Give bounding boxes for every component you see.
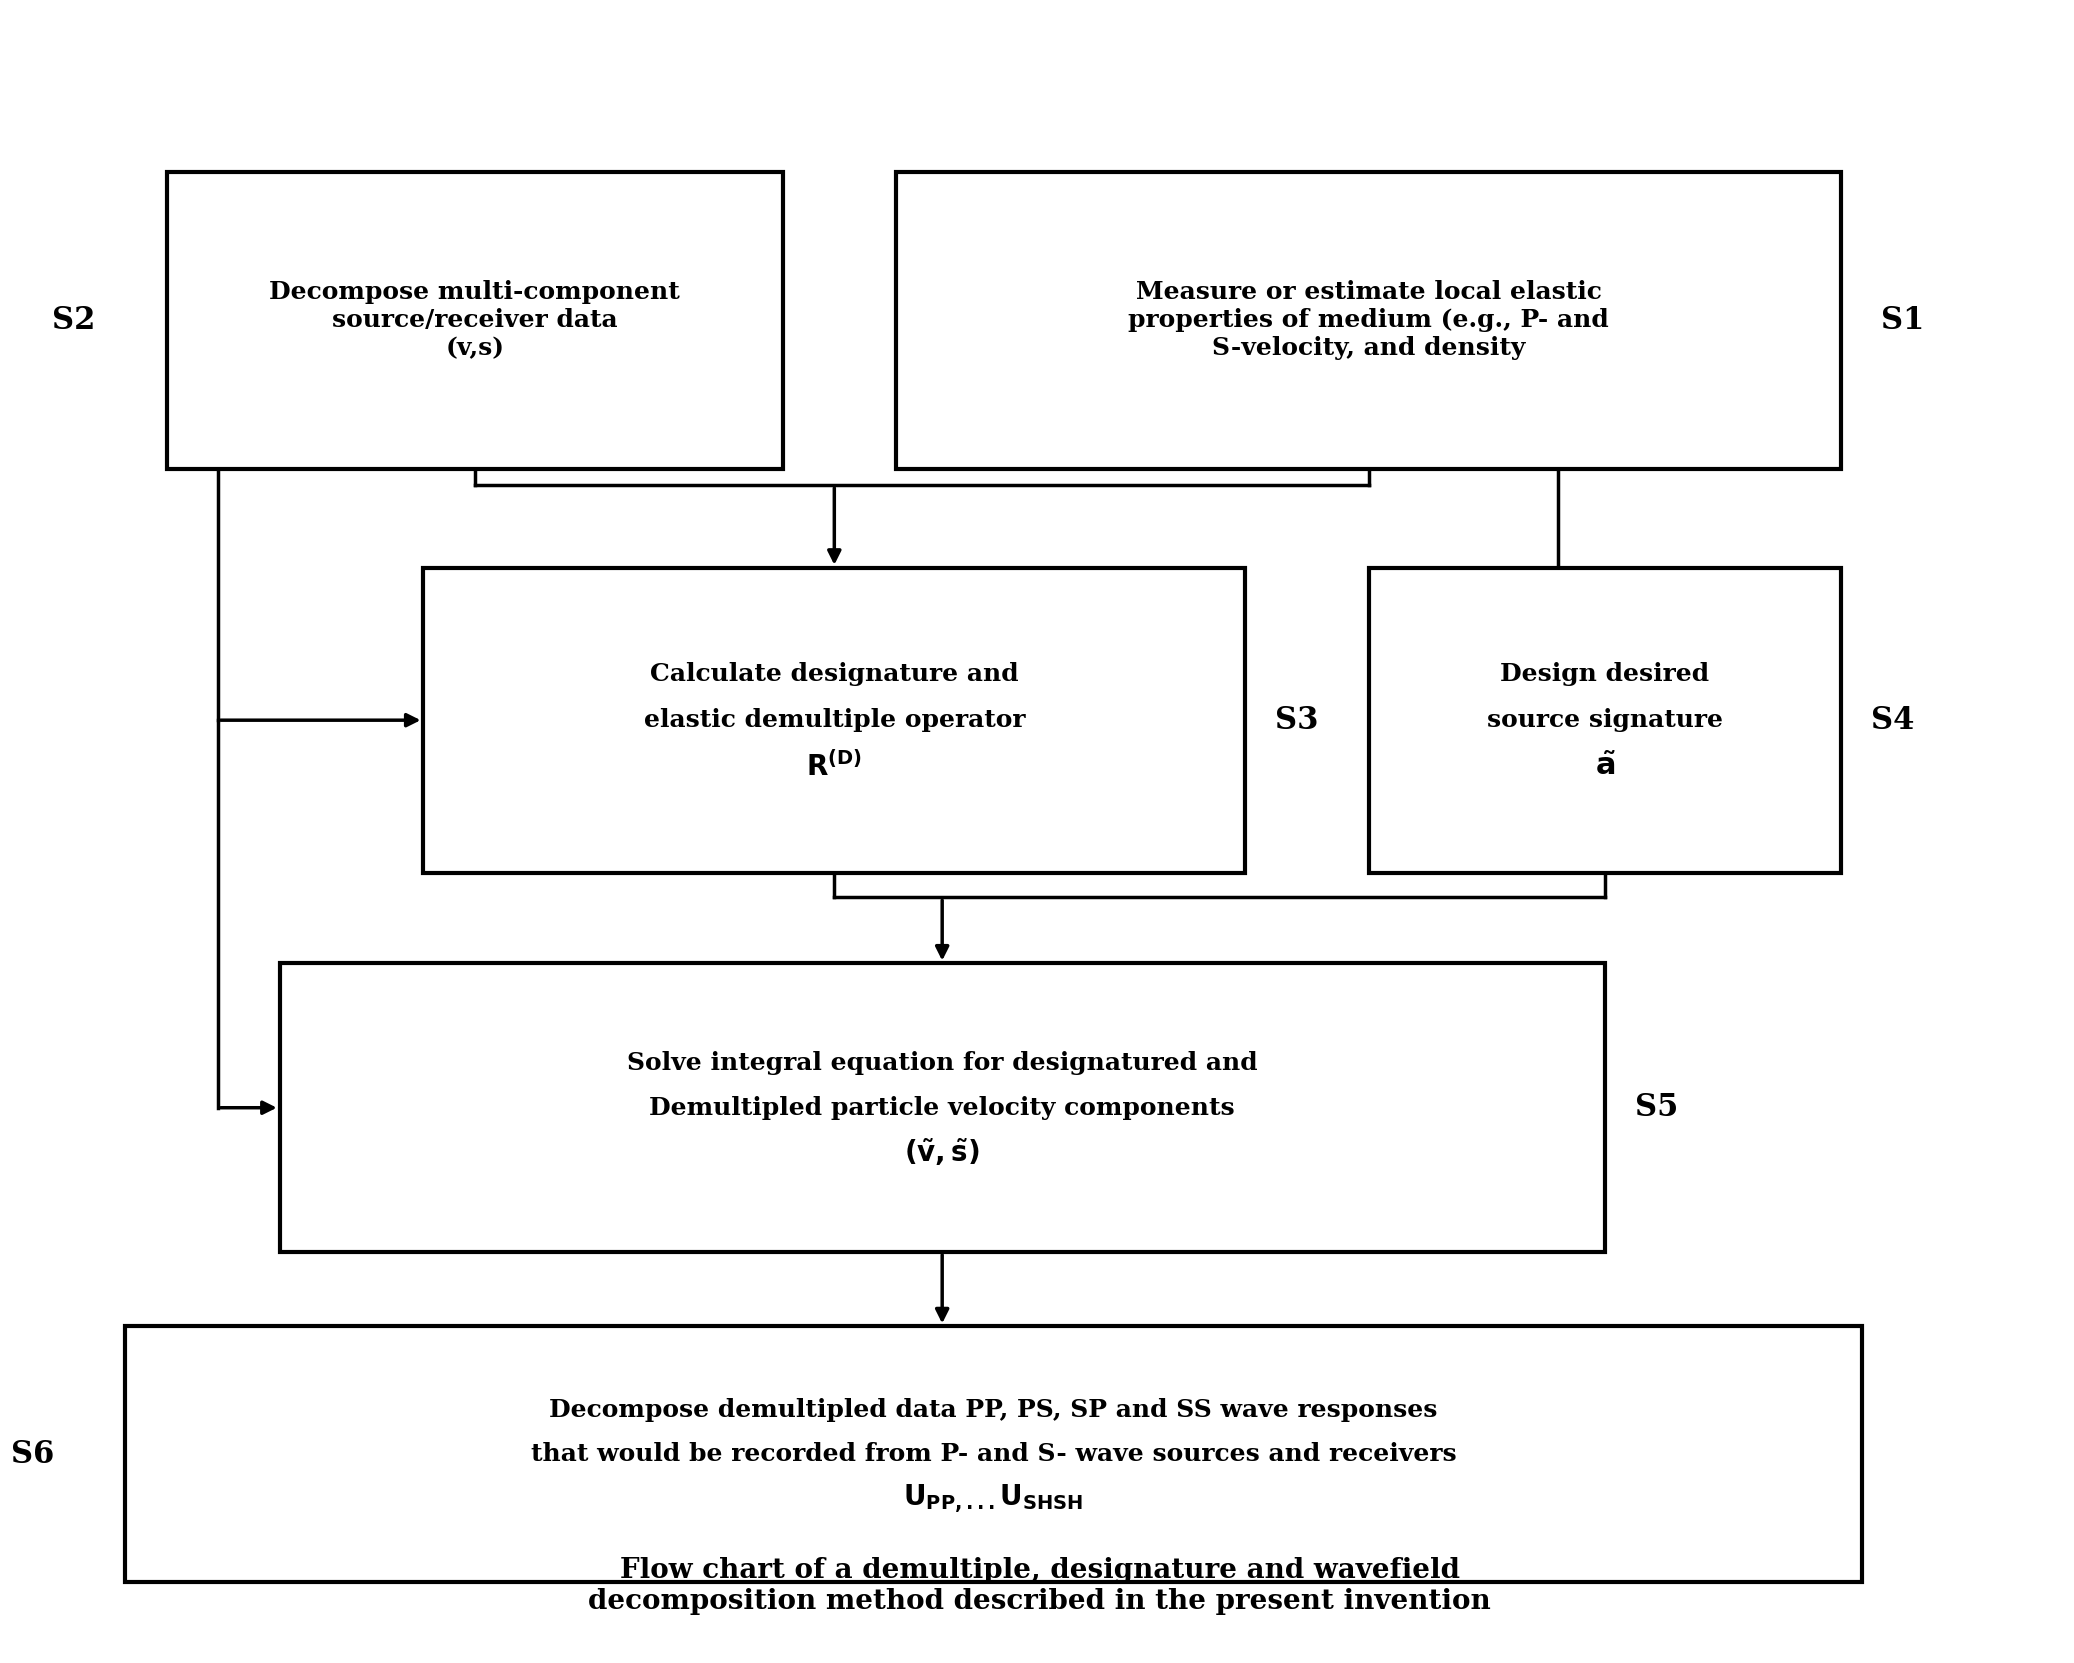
Text: S6: S6	[12, 1438, 54, 1470]
Text: S2: S2	[52, 304, 95, 336]
Text: Decompose demultipled data PP, PS, SP and SS wave responses: Decompose demultipled data PP, PS, SP an…	[550, 1397, 1437, 1422]
Text: $\mathbf{U_{PP,...}U_{SHSH}}$: $\mathbf{U_{PP,...}U_{SHSH}}$	[904, 1482, 1085, 1515]
FancyBboxPatch shape	[127, 1325, 1862, 1582]
Text: Flow chart of a demultiple, designature and wavefield
decomposition method descr: Flow chart of a demultiple, designature …	[589, 1557, 1491, 1615]
Text: S1: S1	[1881, 304, 1925, 336]
Text: S4: S4	[1871, 705, 1914, 735]
Text: S5: S5	[1634, 1093, 1678, 1123]
Text: Decompose multi-component
source/receiver data
(v,s): Decompose multi-component source/receive…	[270, 281, 680, 361]
Text: S3: S3	[1276, 705, 1319, 735]
Text: $\mathbf{\tilde{a}}$: $\mathbf{\tilde{a}}$	[1595, 752, 1616, 782]
Text: Measure or estimate local elastic
properties of medium (e.g., P- and
S-velocity,: Measure or estimate local elastic proper…	[1128, 281, 1609, 361]
FancyBboxPatch shape	[280, 963, 1605, 1252]
FancyBboxPatch shape	[896, 171, 1842, 469]
FancyBboxPatch shape	[1369, 567, 1842, 873]
Text: that would be recorded from P- and S- wave sources and receivers: that would be recorded from P- and S- wa…	[531, 1442, 1456, 1467]
Text: Design desired: Design desired	[1500, 662, 1709, 687]
Text: elastic demultiple operator: elastic demultiple operator	[643, 708, 1025, 732]
Text: Calculate designature and: Calculate designature and	[649, 662, 1018, 687]
Text: Demultipled particle velocity components: Demultipled particle velocity components	[649, 1096, 1234, 1119]
FancyBboxPatch shape	[423, 567, 1244, 873]
Text: $\mathbf{(\tilde{v},\tilde{s})}$: $\mathbf{(\tilde{v},\tilde{s})}$	[904, 1136, 981, 1167]
FancyBboxPatch shape	[166, 171, 784, 469]
Text: $\mathbf{R^{(D)}}$: $\mathbf{R^{(D)}}$	[807, 752, 863, 782]
Text: source signature: source signature	[1487, 708, 1723, 732]
Text: Solve integral equation for designatured and: Solve integral equation for designatured…	[626, 1051, 1257, 1076]
